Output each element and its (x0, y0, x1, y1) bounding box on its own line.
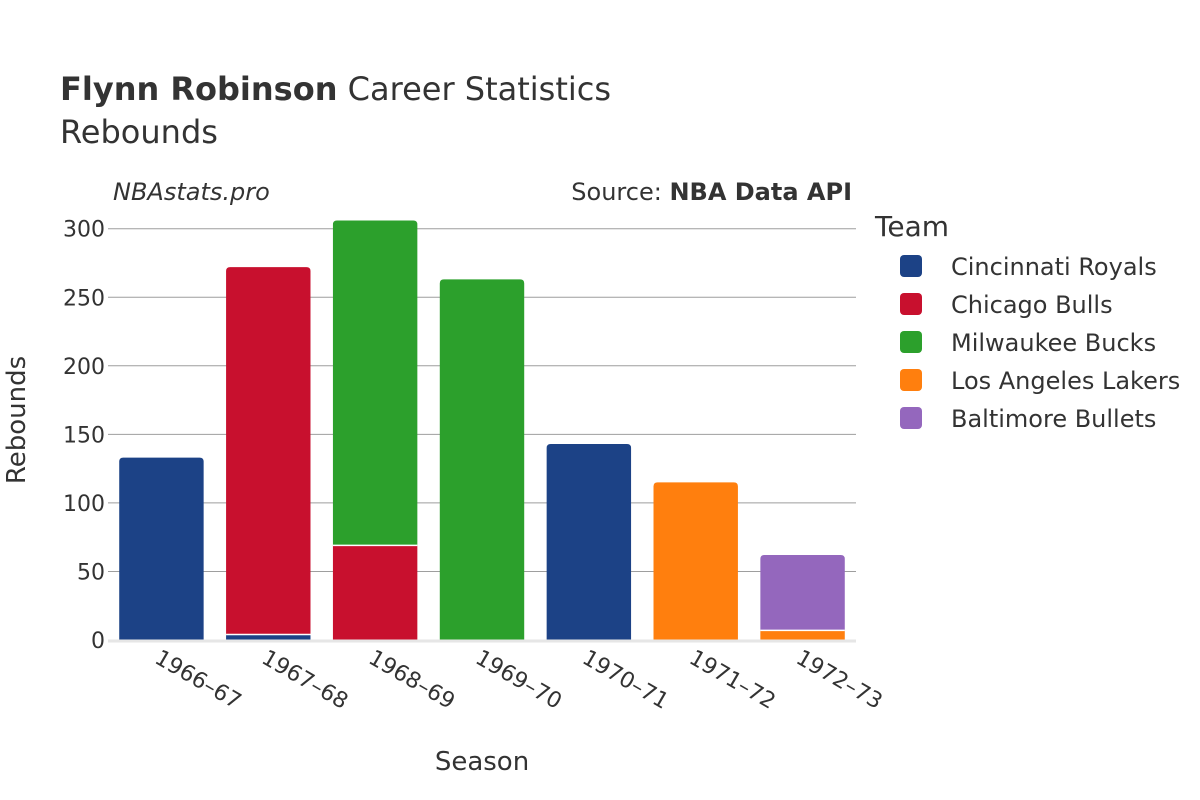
legend-label: Cincinnati Royals (951, 253, 1157, 281)
y-tick-label: 0 (91, 629, 105, 654)
y-tick-label: 300 (63, 218, 105, 243)
y-axis-title: Rebounds (2, 356, 32, 484)
x-tick-label: 1967–68 (257, 646, 352, 715)
legend-label: Chicago Bulls (951, 291, 1113, 319)
legend-item[interactable]: Chicago Bulls (900, 291, 1113, 319)
x-tick-label: 1968–69 (364, 646, 459, 715)
bar-segment (119, 457, 204, 640)
y-tick-label: 50 (77, 560, 105, 585)
legend-label: Baltimore Bullets (951, 405, 1156, 433)
x-tick-label: 1969–70 (471, 646, 566, 715)
brand-label: NBAstats.pro (113, 178, 270, 206)
source-name: NBA Data API (669, 178, 852, 206)
chart-subtitle: Rebounds (60, 113, 218, 151)
bar-segment (760, 555, 845, 631)
legend-swatch (900, 407, 922, 429)
bar-segment (332, 220, 418, 546)
legend-label: Los Angeles Lakers (951, 367, 1180, 395)
legend: Cincinnati Royals Chicago Bulls Milwaukee … (900, 253, 1180, 433)
x-axis-title: Season (435, 747, 529, 777)
chart-title-name: Flynn Robinson (60, 70, 337, 108)
legend-swatch (900, 369, 922, 391)
source-prefix: Source: (571, 178, 662, 206)
x-tick-label: 1966–67 (150, 646, 245, 715)
y-tick-label: 250 (63, 286, 105, 311)
legend-label: Milwaukee Bucks (951, 329, 1156, 357)
chart-title: Flynn Robinson Career Statistics (60, 70, 611, 108)
legend-item[interactable]: Milwaukee Bucks (900, 329, 1156, 357)
bar-segment (760, 630, 845, 640)
bar-segment (226, 267, 311, 635)
x-tick-label: 1971–72 (685, 646, 780, 715)
legend-swatch (900, 293, 922, 315)
bar-segment (546, 443, 632, 640)
bar-segment (226, 634, 311, 640)
y-tick-label: 200 (63, 355, 105, 380)
legend-item[interactable]: Cincinnati Royals (900, 253, 1157, 281)
x-axis-ticks: 1966–67 1967–68 1968–69 1969–70 1970–71 1971–… (150, 646, 886, 715)
source-label: Source: NBA Data API (571, 178, 852, 206)
legend-swatch (900, 255, 922, 277)
y-tick-label: 100 (63, 492, 105, 517)
bar-segment (439, 279, 525, 640)
x-tick-label: 1970–71 (578, 646, 673, 715)
x-tick-label: 1972–73 (792, 646, 887, 715)
bars (108, 220, 856, 643)
bar-segment (653, 482, 738, 640)
y-tick-label: 150 (63, 423, 105, 448)
legend-swatch (900, 331, 922, 353)
legend-title: Team (874, 210, 949, 243)
y-axis-ticks: 0 50 100 150 200 250 300 (63, 218, 105, 654)
chart-title-rest: Career Statistics (348, 70, 611, 108)
legend-item[interactable]: Los Angeles Lakers (900, 367, 1180, 395)
bar-segment (332, 545, 418, 640)
legend-item[interactable]: Baltimore Bullets (900, 405, 1156, 433)
